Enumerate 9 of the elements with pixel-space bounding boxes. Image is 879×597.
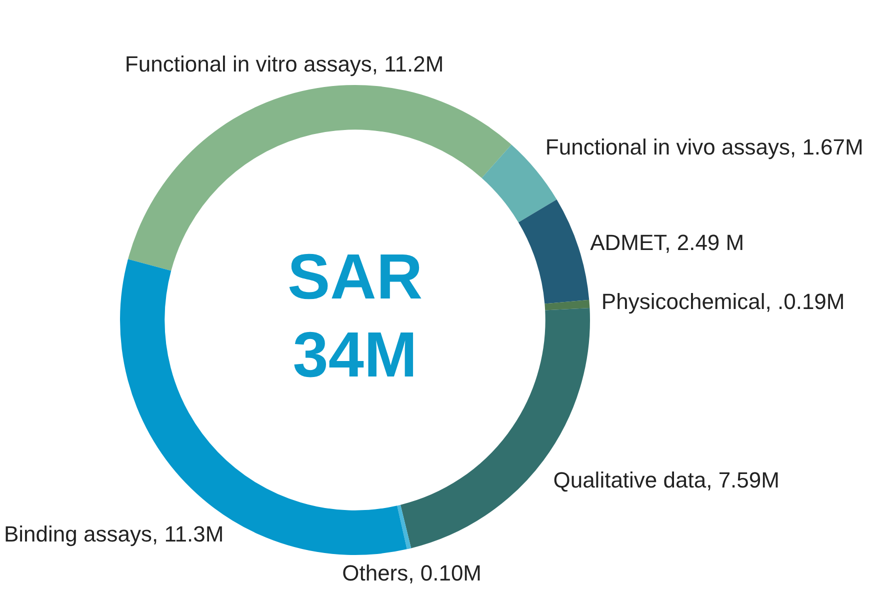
slice-label: Binding assays, 11.3M xyxy=(4,521,224,546)
slice-label: Qualitative data, 7.59M xyxy=(553,467,780,492)
slice-label: Physicochemical, .0.19M xyxy=(601,289,845,314)
text: SAR xyxy=(287,240,423,313)
slice-label: Others, 0.10M xyxy=(342,560,482,586)
slice-label: ADMET, 2.49 M xyxy=(590,230,744,256)
slice-label: Functional in vitro assays, 11.2M xyxy=(124,51,444,76)
text: 34M xyxy=(292,318,418,391)
slice-label: Functional in vivo assays, 1.67M xyxy=(545,134,864,160)
